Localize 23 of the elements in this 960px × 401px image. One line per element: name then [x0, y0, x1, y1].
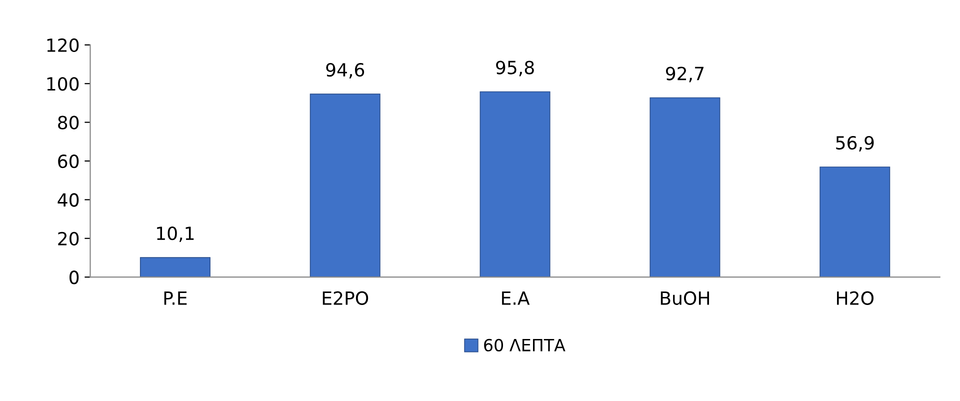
- x-tick-label: E.A: [502, 292, 530, 305]
- data-label: 56,9: [836, 136, 874, 152]
- data-label: 10,1: [157, 226, 194, 242]
- y-tick-label: 40: [58, 193, 79, 207]
- y-tick-label: 60: [58, 154, 79, 168]
- x-tick-label: H2O: [837, 291, 874, 305]
- data-label: 92,7: [666, 66, 704, 82]
- x-tick-label: BuOH: [660, 291, 709, 305]
- y-tick-label: 120: [47, 38, 79, 52]
- data-label: 94,6: [326, 63, 364, 79]
- y-tick-label: 100: [47, 77, 79, 91]
- y-tick-label: 80: [58, 116, 79, 130]
- bar: [820, 166, 890, 278]
- x-tick-label: P.E: [164, 292, 187, 305]
- x-tick-label: E2PO: [322, 291, 368, 305]
- y-tick-label: 20: [58, 232, 79, 246]
- bar: [140, 257, 210, 278]
- legend-label: 60 ΛΕΠΤΑ: [484, 338, 566, 352]
- bar: [310, 94, 380, 278]
- data-label: 95,8: [496, 60, 534, 76]
- y-tick-label: 0: [70, 270, 79, 284]
- bar: [480, 91, 550, 278]
- bar: [650, 97, 720, 278]
